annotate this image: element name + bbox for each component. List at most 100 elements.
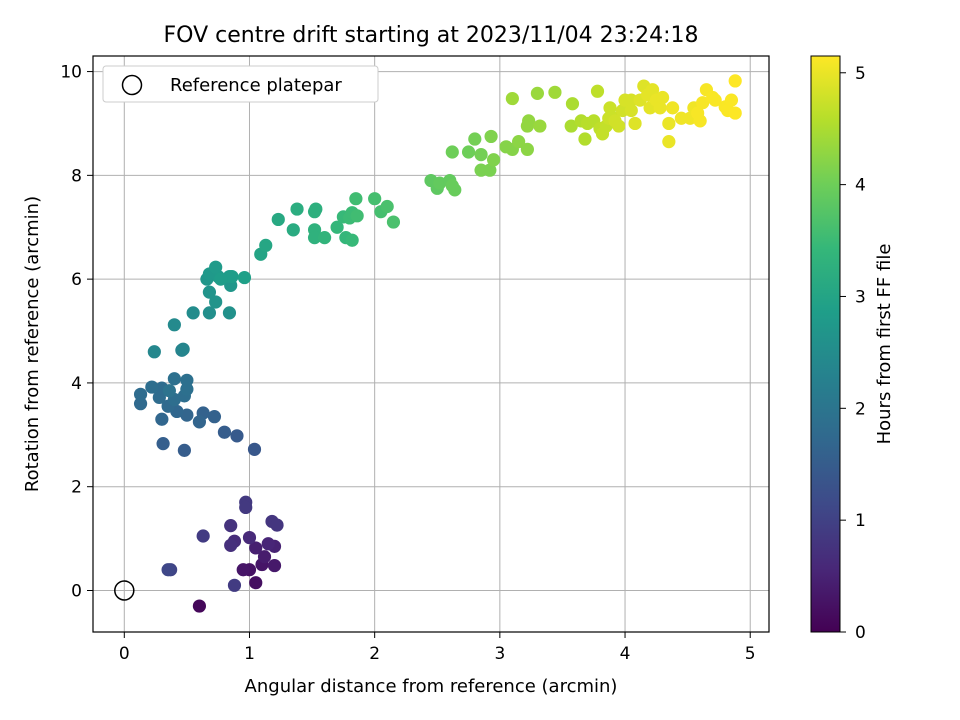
plot-frame: [92, 55, 770, 633]
scatter-point: [578, 132, 592, 146]
y-tick-label: 6: [71, 270, 82, 290]
scatter-point: [317, 231, 332, 245]
scatter-point: [162, 384, 176, 398]
reference-marker: [114, 580, 135, 601]
colorbar: [810, 55, 841, 633]
legend-box: [102, 65, 379, 103]
scatter-point: [180, 408, 194, 422]
scatter-point: [209, 260, 223, 274]
scatter-point: [662, 135, 676, 149]
scatter-point: [445, 145, 459, 159]
scatter-point: [512, 135, 526, 149]
scatter-point: [133, 387, 148, 401]
colorbar-label: Hours from first FF file: [874, 244, 895, 445]
scatter-point: [224, 519, 238, 533]
scatter-point: [237, 270, 252, 285]
scatter-point: [468, 132, 482, 146]
scatter-point: [307, 231, 322, 245]
scatter-point: [186, 306, 200, 320]
scatter-point: [167, 372, 181, 386]
scatter-point: [261, 537, 275, 551]
scatter-point: [192, 415, 207, 429]
scatter-point: [653, 101, 667, 115]
scatter-point: [145, 380, 159, 394]
scatter-point: [433, 176, 447, 190]
scatter-point: [257, 550, 272, 564]
scatter-point: [286, 223, 300, 237]
scatter-point: [196, 529, 210, 543]
scatter-point: [147, 345, 161, 359]
colorbar-tick-label: 2: [855, 399, 866, 419]
scatter-point: [161, 563, 175, 577]
scatter-point: [612, 119, 626, 133]
scatter-point: [222, 306, 237, 320]
scatter-point: [533, 119, 547, 133]
x-tick-label: 4: [620, 644, 631, 664]
scatter-point: [368, 192, 382, 206]
scatter-point: [209, 295, 223, 309]
scatter-point: [461, 145, 476, 159]
scatter-point: [696, 96, 710, 110]
x-tick-label: 0: [119, 644, 130, 664]
data-points: [133, 74, 742, 613]
scatter-point: [708, 93, 722, 107]
scatter-point: [520, 142, 534, 157]
scatter-point: [662, 116, 676, 131]
scatter-point: [530, 86, 545, 100]
scatter-point: [693, 114, 707, 128]
scatter-point: [202, 285, 217, 299]
scatter-point: [448, 183, 462, 197]
scatter-point: [655, 90, 670, 105]
scatter-point: [207, 410, 222, 424]
scatter-point: [271, 212, 285, 227]
scatter-point: [249, 541, 263, 555]
scatter-point: [249, 576, 263, 590]
scatter-point: [564, 119, 578, 133]
scatter-point: [180, 373, 194, 387]
scatter-point: [666, 101, 680, 115]
scatter-point: [239, 500, 253, 515]
scatter-point: [167, 318, 181, 332]
scatter-point: [474, 147, 488, 162]
y-axis-label: Rotation from reference (arcmin): [22, 196, 43, 492]
y-tick-label: 8: [71, 166, 82, 186]
scatter-point: [724, 93, 739, 107]
scatter-point: [236, 563, 250, 577]
scatter-point: [628, 116, 642, 131]
y-tick-label: 0: [71, 581, 82, 601]
scatter-point: [242, 530, 257, 545]
scatter-point: [227, 578, 242, 592]
scatter-point: [217, 425, 232, 439]
scatter-point: [565, 97, 580, 111]
scatter-point: [350, 209, 364, 223]
scatter-point: [484, 129, 498, 144]
scatter-point: [728, 106, 742, 120]
scatter-point: [230, 429, 244, 443]
x-tick-label: 5: [745, 644, 756, 664]
colorbar-ticks: 0 1 2 3 4 5: [840, 64, 866, 643]
scatter-point: [192, 599, 207, 613]
scatter-point: [345, 233, 359, 247]
scatter-point: [548, 85, 562, 99]
scatter-point: [224, 538, 238, 552]
scatter-point: [728, 74, 742, 88]
x-axis-label: Angular distance from reference (arcmin): [245, 676, 618, 697]
colorbar-tick-label: 4: [855, 176, 866, 196]
colorbar-tick-label: 1: [855, 511, 866, 531]
y-tick-label: 10: [60, 63, 82, 83]
reference-point: [114, 580, 135, 601]
scatter-point: [505, 91, 519, 106]
scatter-point: [645, 83, 660, 97]
scatter-point: [486, 153, 501, 167]
scatter-point: [590, 84, 605, 98]
scatter-point: [330, 220, 344, 234]
colorbar-tick-label: 0: [855, 623, 866, 643]
y-tick-label: 2: [71, 478, 82, 498]
x-tick-label: 1: [244, 644, 255, 664]
colorbar-tick-label: 3: [855, 287, 866, 307]
scatter-point: [247, 442, 262, 456]
x-axis-ticks: 0 1 2 3 4 5: [119, 632, 756, 664]
scatter-point: [624, 103, 638, 118]
scatter-point: [309, 202, 323, 216]
legend-entry: Reference platepar: [170, 75, 342, 96]
